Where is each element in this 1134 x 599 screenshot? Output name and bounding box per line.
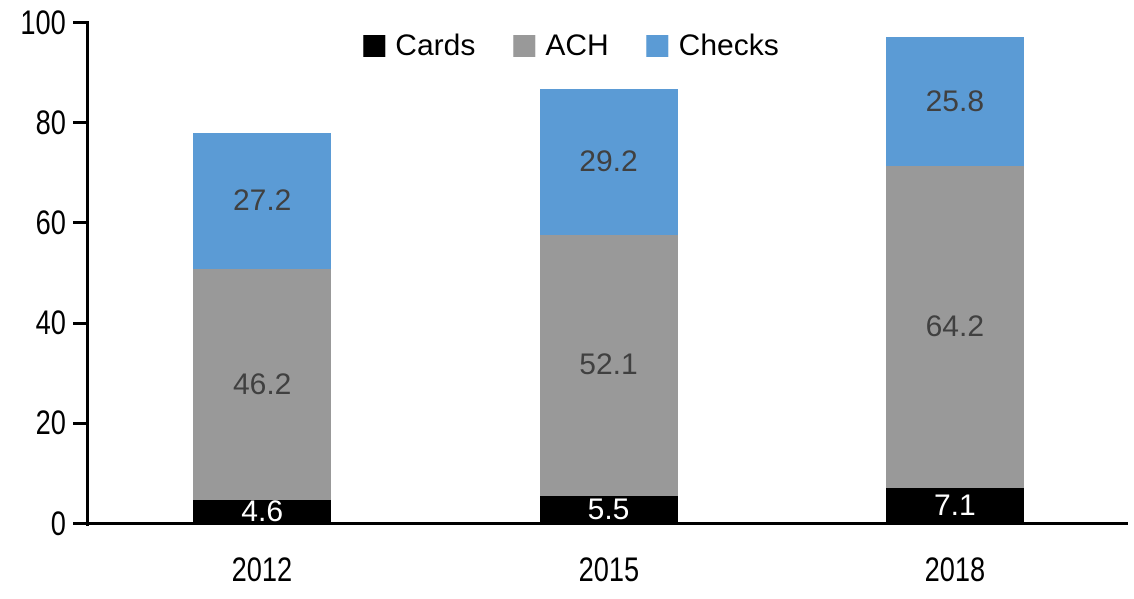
y-axis-tick-text: 40: [35, 304, 66, 343]
data-label-cards-2015: 5.5: [587, 492, 630, 526]
y-axis-tick: [73, 321, 86, 325]
x-axis-label-2018: 2018: [875, 553, 1035, 587]
y-axis-tick-label: 20: [0, 406, 66, 440]
legend-swatch-cards-icon: [363, 35, 386, 57]
legend-label-checks: Checks: [678, 29, 779, 62]
bar-segment-ach-2012: 46.2: [193, 268, 332, 501]
legend-swatch-ach-icon: [513, 35, 536, 57]
y-axis-tick: [73, 121, 86, 125]
data-label-ach-2012: 46.2: [232, 367, 292, 401]
legend-swatch-checks-icon: [646, 35, 669, 57]
bar-segment-checks-2018: 25.8: [885, 37, 1024, 167]
y-axis-tick: [73, 421, 86, 425]
data-label-cards-2018: 7.1: [933, 488, 976, 522]
bar-segment-cards-2018: 7.1: [885, 487, 1024, 524]
x-axis-label-2015: 2015: [529, 553, 689, 587]
bar-segment-checks-2012: 27.2: [193, 132, 332, 269]
data-label-checks-2015: 29.2: [579, 144, 638, 178]
bar-segment-checks-2015: 29.2: [539, 88, 678, 235]
chart-legend: Cards ACH Checks: [363, 29, 779, 62]
x-axis-line: [73, 522, 1128, 525]
legend-item-ach: ACH: [513, 29, 609, 62]
y-axis-tick-text: 0: [50, 504, 66, 543]
y-axis-tick-label: 100: [0, 6, 66, 40]
y-axis-tick: [73, 21, 86, 24]
legend-item-checks: Checks: [646, 29, 779, 62]
y-axis-tick-text: 100: [20, 3, 66, 42]
legend-label-ach: ACH: [545, 29, 609, 62]
y-axis-tick-label: 80: [0, 106, 66, 140]
y-axis-tick-text: 80: [35, 103, 66, 142]
data-label-checks-2012: 27.2: [232, 183, 292, 217]
y-axis-tick-text: 60: [35, 203, 66, 242]
data-label-ach-2018: 64.2: [925, 310, 985, 344]
x-axis-label-2012: 2012: [182, 553, 342, 587]
bar-segment-ach-2015: 52.1: [539, 234, 678, 496]
y-axis-line: [86, 21, 89, 526]
bar-segment-cards-2012: 4.6: [193, 496, 332, 526]
data-label-ach-2015: 52.1: [579, 348, 638, 382]
bar-segment-cards-2015: 5.5: [539, 492, 678, 526]
legend-item-cards: Cards: [363, 31, 475, 61]
x-axis-label-text: 2018: [924, 551, 986, 589]
y-axis-tick-label: 60: [0, 206, 66, 240]
x-axis-label-text: 2012: [231, 551, 293, 589]
legend-label-cards: Cards: [395, 29, 476, 62]
data-label-checks-2018: 25.8: [925, 84, 985, 118]
data-label-cards-2012: 4.6: [241, 494, 284, 528]
x-axis-label-text: 2015: [578, 551, 639, 589]
y-axis-tick-text: 20: [35, 404, 66, 443]
y-axis-tick-label: 40: [0, 306, 66, 340]
y-axis-tick-label: 0: [0, 507, 66, 541]
y-axis-tick: [73, 221, 86, 225]
bar-segment-ach-2018: 64.2: [885, 166, 1024, 488]
